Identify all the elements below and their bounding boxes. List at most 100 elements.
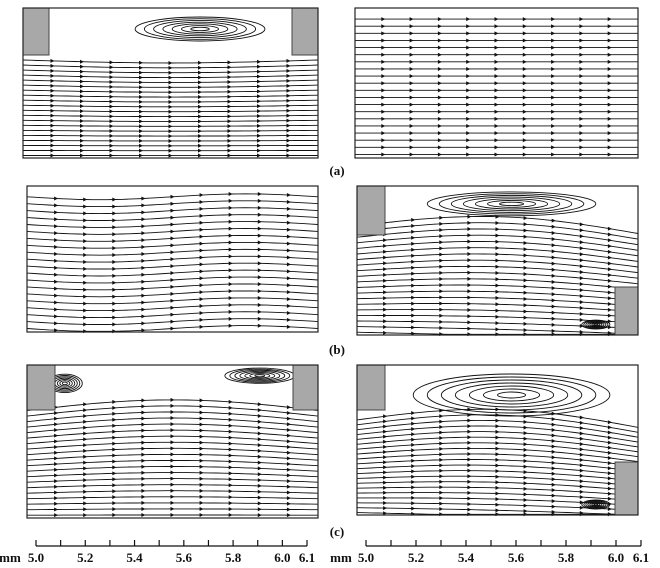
- arrow: [139, 65, 143, 70]
- arrow: [411, 453, 416, 458]
- arrow: [170, 208, 175, 213]
- arrow: [286, 269, 291, 274]
- arrow: [381, 59, 386, 64]
- arrow: [495, 271, 500, 276]
- arrow: [257, 309, 262, 314]
- arrow: [607, 284, 612, 289]
- arrow: [383, 267, 388, 272]
- arrow: [523, 272, 528, 277]
- arrow: [523, 315, 528, 320]
- arrow: [411, 319, 416, 324]
- arrow: [466, 81, 471, 86]
- arrow: [579, 306, 584, 311]
- arrow: [80, 123, 84, 128]
- arrow: [381, 24, 386, 29]
- arrow: [411, 247, 416, 252]
- arrow: [495, 227, 500, 232]
- arrow: [228, 198, 233, 203]
- arrow: [579, 420, 584, 425]
- arrow: [551, 95, 556, 100]
- arrow: [409, 109, 414, 114]
- arrow: [228, 411, 233, 416]
- arrow: [466, 38, 471, 43]
- arrow: [198, 114, 202, 119]
- arrow: [607, 116, 612, 121]
- arrow: [467, 233, 472, 238]
- arrow: [551, 304, 556, 309]
- arrow: [141, 422, 146, 427]
- arrow: [523, 447, 528, 452]
- arrow: [381, 123, 386, 128]
- arrow: [168, 143, 173, 148]
- arrow: [409, 152, 414, 157]
- arrow: [141, 300, 146, 305]
- arrow: [579, 45, 584, 50]
- arrow: [83, 413, 88, 418]
- arrow: [439, 430, 444, 435]
- arrow: [437, 31, 442, 36]
- arrow: [141, 404, 146, 409]
- streamline: [356, 272, 639, 285]
- arrow: [579, 436, 584, 441]
- arrow: [83, 466, 88, 471]
- arrow: [112, 507, 117, 512]
- scale-bar: mm 5.0 5.2 5.4 5.6 5.8 6.0 6.1: [0, 540, 315, 565]
- arrow: [437, 66, 442, 71]
- arrow: [523, 247, 528, 252]
- arrow: [523, 492, 528, 497]
- arrow: [523, 431, 528, 436]
- arrow: [607, 131, 612, 136]
- arrow: [579, 152, 584, 157]
- arrow: [257, 448, 262, 453]
- arrow: [139, 138, 143, 143]
- panel-label: (a): [329, 163, 344, 178]
- arrow: [411, 301, 416, 306]
- arrow: [170, 305, 175, 310]
- arrow: [411, 437, 416, 442]
- arrow: [551, 224, 556, 229]
- streamline: [356, 425, 639, 443]
- arrow: [607, 38, 612, 43]
- arrow: [439, 246, 444, 251]
- arrow: [286, 473, 291, 478]
- arrow: [286, 83, 291, 88]
- streamline: [356, 414, 639, 433]
- scale-label: 5.6: [176, 550, 193, 565]
- arrow: [383, 301, 388, 306]
- arrow: [607, 450, 612, 455]
- arrow: [50, 83, 55, 88]
- arrow: [50, 113, 55, 118]
- arrow: [467, 435, 472, 440]
- arrow: [439, 463, 444, 468]
- vortex: [56, 378, 73, 388]
- arrow: [227, 138, 232, 143]
- arrow: [579, 59, 584, 64]
- arrow: [607, 81, 612, 86]
- arrow: [439, 490, 444, 495]
- arrow: [109, 133, 114, 138]
- arrow: [83, 402, 88, 407]
- streamline: [356, 222, 639, 240]
- arrow: [494, 38, 499, 43]
- arrow: [579, 123, 584, 128]
- arrow: [257, 226, 262, 231]
- arrow: [411, 469, 416, 474]
- arrow: [227, 80, 232, 85]
- arrow: [109, 138, 114, 143]
- arrow: [551, 482, 556, 487]
- arrow: [112, 447, 117, 452]
- arrow: [112, 204, 117, 209]
- arrow: [112, 225, 117, 230]
- arrow: [579, 222, 584, 227]
- arrow: [551, 267, 556, 272]
- arrow: [579, 288, 584, 293]
- arrow: [257, 419, 262, 424]
- arrow: [383, 470, 388, 475]
- arrow: [494, 123, 499, 128]
- arrow: [409, 145, 414, 150]
- arrow: [409, 95, 414, 100]
- arrow: [523, 481, 528, 486]
- arrow: [437, 38, 442, 43]
- arrow: [381, 102, 386, 107]
- arrow: [579, 489, 584, 494]
